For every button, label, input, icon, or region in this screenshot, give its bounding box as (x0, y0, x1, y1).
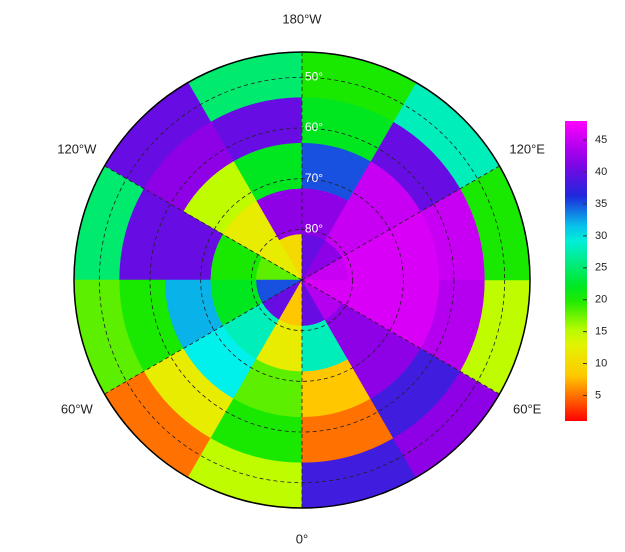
longitude-label: 120°E (509, 141, 545, 156)
data-field (73, 51, 531, 509)
latitude-label: 70° (305, 171, 323, 185)
colorbar-tick-label: 40 (595, 166, 607, 178)
colorbar-tick-label: 20 (595, 294, 607, 306)
colorbar-tick-label: 10 (595, 357, 607, 369)
colorbar-tick-label: 35 (595, 198, 607, 210)
latitude-circle (149, 127, 455, 433)
longitude-label: 180°W (282, 11, 322, 26)
latitude-label: 80° (305, 222, 323, 236)
meridian (301, 279, 500, 395)
longitude-label: 60°W (61, 401, 94, 416)
latitude-label: 60° (305, 120, 323, 134)
meridian (104, 279, 303, 395)
meridian (104, 165, 303, 281)
latitude-label: 50° (305, 70, 323, 84)
graticule: 50° 60° 70° 80° (73, 51, 531, 509)
colorbar-tick-label: 5 (595, 389, 601, 401)
colorbar-tick-label: 15 (595, 326, 607, 338)
meridian (301, 165, 500, 281)
colorbar (565, 121, 587, 421)
longitude-label: 120°W (57, 141, 97, 156)
longitude-label: 0° (296, 531, 308, 546)
longitude-label: 60°E (513, 401, 542, 416)
colorbar-tick-label: 30 (595, 230, 607, 242)
latitude-circle (98, 76, 506, 484)
colorbar-tick-label: 45 (595, 134, 607, 146)
colorbar-tick-label: 25 (595, 262, 607, 274)
